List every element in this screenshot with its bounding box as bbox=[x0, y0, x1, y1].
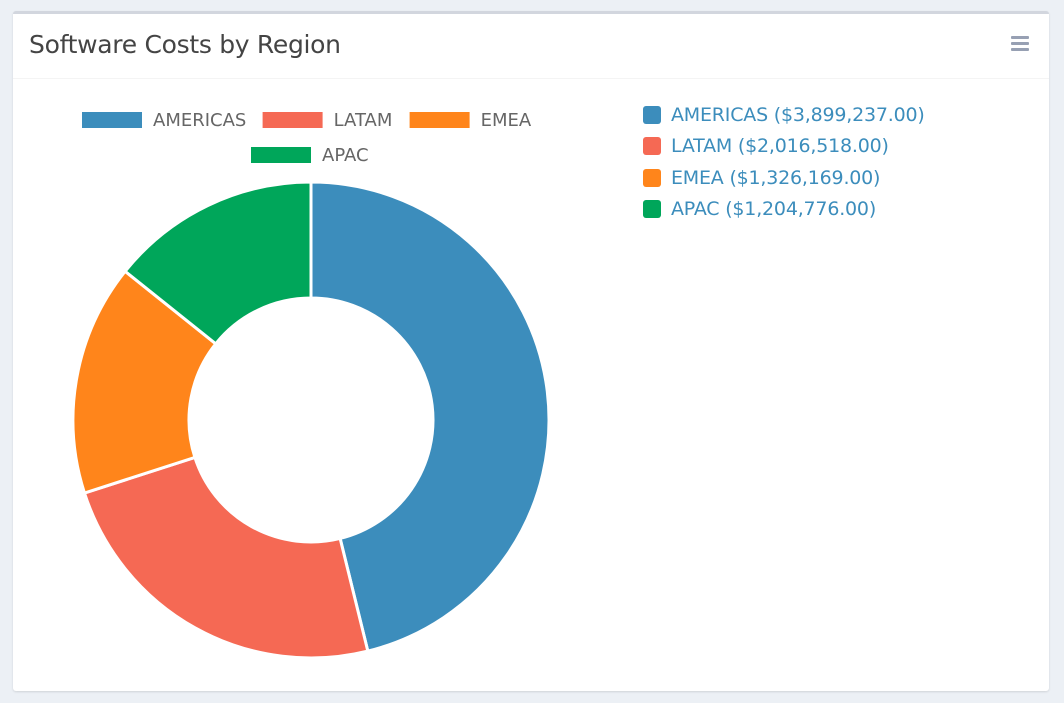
legend-item-americas[interactable]: AMERICAS bbox=[82, 110, 246, 131]
side-legend-label: APAC ($1,204,776.00) bbox=[671, 198, 877, 221]
software-costs-card: Software Costs by Region AMERICAS LATAM EM… bbox=[13, 11, 1049, 691]
side-legend-label: AMERICAS ($3,899,237.00) bbox=[671, 103, 925, 126]
legend-item-apac[interactable]: APAC bbox=[251, 145, 369, 166]
legend-swatch bbox=[82, 112, 142, 128]
doughnut-chart: AMERICAS LATAM EMEA APAC bbox=[71, 110, 551, 660]
side-legend-label: EMEA ($1,326,169.00) bbox=[671, 166, 881, 189]
doughnut-slice-latam[interactable] bbox=[82, 455, 370, 660]
legend-label: AMERICAS bbox=[153, 110, 246, 131]
card-header: Software Costs by Region bbox=[13, 14, 1049, 79]
legend-label: LATAM bbox=[334, 110, 393, 131]
doughnut-slice-americas[interactable] bbox=[309, 180, 551, 653]
card-title: Software Costs by Region bbox=[29, 30, 341, 59]
legend-item-emea[interactable]: EMEA bbox=[409, 110, 532, 131]
legend-swatch bbox=[251, 147, 311, 163]
legend-label: EMEA bbox=[481, 110, 532, 131]
side-legend-swatch bbox=[643, 137, 661, 156]
side-legend-item-apac[interactable]: APAC ($1,204,776.00) bbox=[643, 194, 925, 226]
side-legend-item-emea[interactable]: EMEA ($1,326,169.00) bbox=[643, 162, 925, 194]
doughnut-slice-apac[interactable] bbox=[123, 180, 313, 346]
legend-swatch bbox=[262, 112, 323, 128]
side-legend: AMERICAS ($3,899,237.00) LATAM ($2,016,51… bbox=[643, 99, 925, 225]
hamburger-menu-icon[interactable] bbox=[1011, 36, 1029, 52]
side-legend-item-americas[interactable]: AMERICAS ($3,899,237.00) bbox=[643, 99, 925, 131]
legend-swatch bbox=[409, 112, 470, 128]
side-legend-label: LATAM ($2,016,518.00) bbox=[671, 135, 889, 158]
side-legend-swatch bbox=[643, 200, 661, 219]
legend-label: APAC bbox=[322, 145, 369, 166]
side-legend-item-latam[interactable]: LATAM ($2,016,518.00) bbox=[643, 131, 925, 163]
legend-item-latam[interactable]: LATAM bbox=[262, 110, 393, 131]
side-legend-swatch bbox=[643, 168, 661, 187]
side-legend-swatch bbox=[643, 105, 661, 124]
doughnut-slice-emea[interactable] bbox=[71, 269, 218, 495]
